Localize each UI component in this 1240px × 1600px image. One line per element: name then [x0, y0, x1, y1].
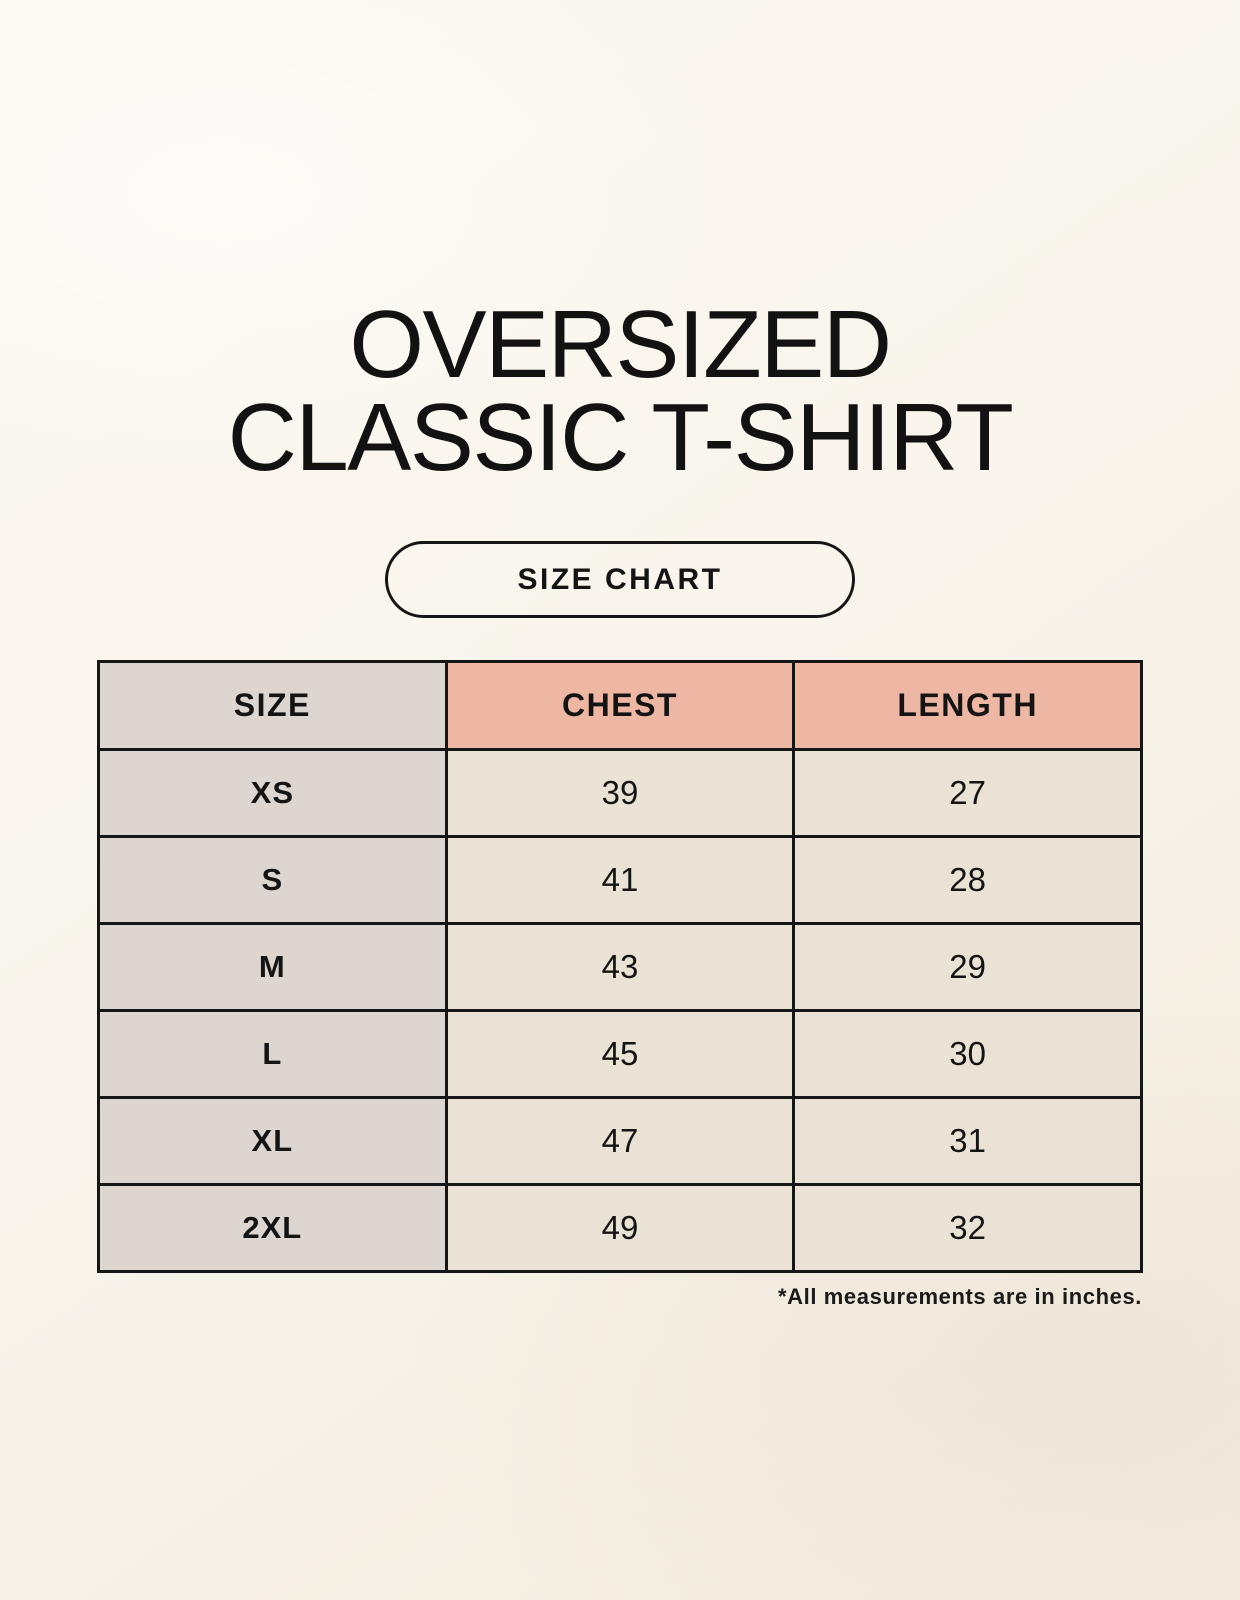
chest-value: 43 — [444, 922, 796, 1012]
product-title-line-1: OVERSIZED — [349, 291, 892, 398]
chest-value: 49 — [444, 1183, 796, 1273]
size-label: S — [97, 835, 448, 925]
chest-value: 45 — [444, 1009, 796, 1099]
size-label: XS — [97, 748, 448, 838]
table-row: 2XL 49 32 — [97, 1183, 1143, 1273]
table-row: S 41 28 — [97, 835, 1143, 925]
length-value: 30 — [792, 1009, 1143, 1099]
table-row: M 43 29 — [97, 922, 1143, 1012]
header-cell-chest: CHEST — [444, 660, 796, 751]
table-row: XL 47 31 — [97, 1096, 1143, 1186]
size-chart-badge-label: SIZE CHART — [517, 562, 723, 596]
length-value: 32 — [792, 1183, 1143, 1273]
length-value: 31 — [792, 1096, 1143, 1186]
length-value: 28 — [792, 835, 1143, 925]
size-label: XL — [97, 1096, 448, 1186]
header-row: SIZE CHEST LENGTH — [97, 660, 1143, 751]
header-cell-size: SIZE — [97, 660, 448, 751]
size-label: L — [97, 1009, 448, 1099]
product-title-line-2: CLASSIC T-SHIRT — [227, 384, 1014, 491]
length-value: 27 — [792, 748, 1143, 838]
length-value: 29 — [792, 922, 1143, 1012]
size-chart-badge[interactable]: SIZE CHART — [385, 541, 855, 618]
chest-value: 41 — [444, 835, 796, 925]
header-cell-length: LENGTH — [792, 660, 1143, 751]
chest-value: 47 — [444, 1096, 796, 1186]
measurements-footnote: *All measurements are in inches. — [777, 1284, 1142, 1309]
table-row: L 45 30 — [97, 1009, 1143, 1099]
chest-value: 39 — [444, 748, 796, 838]
size-chart-table-header: SIZE CHEST LENGTH — [97, 660, 1143, 751]
size-chart-table-body: XS 39 27 S 41 28 M 43 29 L 45 30 XL 47 3… — [97, 748, 1143, 1273]
table-row: XS 39 27 — [97, 748, 1143, 838]
size-chart-table: SIZE CHEST LENGTH XS 39 27 S 41 28 M 43 … — [97, 660, 1143, 1273]
size-label: M — [97, 922, 448, 1012]
product-title: OVERSIZED CLASSIC T-SHIRT — [0, 297, 1240, 486]
size-label: 2XL — [97, 1183, 448, 1273]
